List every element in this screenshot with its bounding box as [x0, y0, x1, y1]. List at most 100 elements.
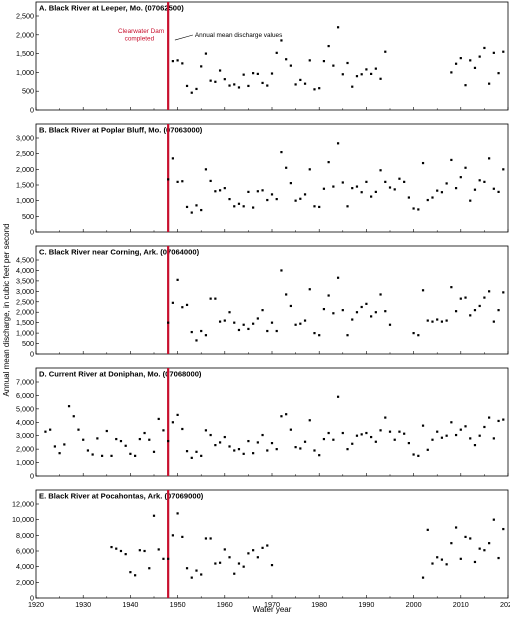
data-point — [497, 190, 500, 193]
data-point — [303, 193, 307, 196]
data-point — [431, 562, 434, 565]
data-point — [322, 60, 326, 63]
data-point — [200, 454, 203, 457]
data-point — [308, 168, 311, 171]
data-point — [82, 438, 85, 441]
data-point — [247, 190, 250, 193]
data-point — [190, 456, 193, 459]
x-tick-label: 1990 — [358, 600, 374, 609]
data-point — [256, 190, 259, 193]
data-point — [181, 180, 184, 183]
data-point — [176, 180, 179, 183]
data-point — [223, 435, 226, 439]
data-point — [200, 329, 203, 333]
data-point — [483, 46, 486, 50]
data-point — [261, 189, 264, 192]
panel-title: A. Black River at Leeper, Mo. (07062500) — [39, 4, 184, 13]
data-point — [407, 196, 410, 199]
data-point — [58, 452, 61, 455]
data-point — [209, 79, 212, 82]
data-point — [492, 187, 495, 190]
data-point — [228, 84, 231, 87]
data-point — [450, 286, 453, 289]
data-point — [91, 453, 94, 456]
data-point — [134, 454, 137, 457]
data-point — [49, 428, 52, 431]
data-point — [209, 297, 212, 300]
data-point — [355, 75, 359, 78]
data-point — [294, 446, 297, 449]
data-point — [308, 288, 311, 291]
data-point — [469, 59, 472, 62]
data-point — [185, 84, 189, 88]
data-point — [204, 537, 208, 540]
data-point — [237, 86, 241, 89]
data-point — [464, 425, 467, 428]
data-point — [370, 315, 373, 318]
data-point — [280, 151, 283, 154]
data-point — [110, 545, 113, 549]
dam-label-line1: Clearwater Dam — [118, 28, 164, 35]
data-point — [336, 276, 340, 279]
data-point — [473, 444, 477, 447]
data-point — [502, 291, 505, 294]
data-point — [237, 448, 241, 451]
data-point — [450, 158, 453, 162]
data-point — [445, 563, 448, 566]
data-point — [228, 311, 231, 314]
data-point — [289, 182, 292, 185]
data-point — [148, 567, 151, 570]
data-point — [275, 448, 278, 451]
data-point — [299, 197, 302, 200]
data-point — [370, 435, 373, 439]
data-point — [341, 181, 344, 184]
data-point — [195, 87, 198, 91]
y-tick-label: 6,000 — [16, 391, 34, 400]
data-point — [289, 304, 292, 308]
data-point — [209, 537, 212, 540]
data-point — [469, 437, 472, 440]
data-point — [242, 452, 245, 455]
data-point — [266, 198, 269, 202]
y-tick-label: 1,000 — [16, 196, 34, 205]
data-point — [195, 204, 198, 207]
data-point — [303, 319, 307, 322]
y-tick-label: 8,000 — [16, 531, 34, 540]
data-point — [488, 82, 491, 85]
data-point — [421, 161, 425, 165]
data-point — [167, 178, 170, 181]
y-tick-label: 0 — [30, 106, 34, 115]
panel-3: C. Black River near Corning, Ark. (07064… — [16, 245, 509, 359]
data-point — [303, 440, 307, 443]
data-point — [393, 438, 396, 441]
data-point — [223, 78, 226, 81]
data-point — [218, 441, 222, 444]
data-point — [488, 290, 491, 293]
data-point — [115, 437, 118, 441]
data-point — [355, 434, 359, 437]
data-point — [374, 190, 377, 193]
data-point — [459, 557, 462, 560]
data-point — [299, 78, 302, 82]
data-point — [63, 443, 66, 446]
data-point — [252, 452, 255, 455]
panel-frame — [35, 367, 509, 477]
data-point — [204, 168, 208, 171]
y-tick-label: 2,500 — [16, 12, 34, 21]
data-point — [502, 418, 505, 421]
data-point — [497, 556, 500, 560]
y-tick-label: 3,000 — [16, 431, 34, 440]
data-point — [426, 448, 429, 451]
data-point — [327, 431, 330, 435]
data-point — [417, 454, 420, 457]
data-point — [100, 454, 104, 457]
data-point — [77, 428, 80, 431]
data-point — [308, 419, 311, 422]
data-point — [450, 421, 453, 424]
data-point — [341, 431, 344, 435]
data-point — [275, 329, 278, 333]
data-point — [426, 198, 429, 202]
data-point — [218, 561, 222, 564]
data-point — [454, 187, 458, 190]
data-point — [176, 413, 179, 416]
